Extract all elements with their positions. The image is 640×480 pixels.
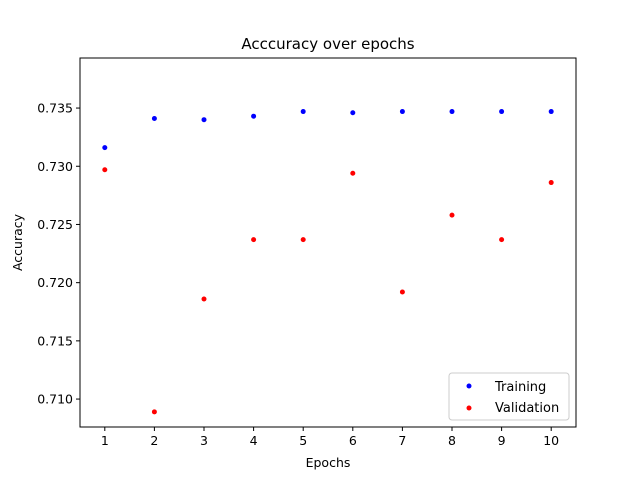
y-tick-label: 0.710 [37,392,73,407]
y-axis: 0.710 0.715 0.720 0.725 0.730 0.735 [37,101,80,407]
y-tick-label: 0.735 [37,101,73,116]
validation-point [151,409,157,415]
y-tick-label: 0.730 [37,159,73,174]
x-tick-label: 2 [150,433,158,448]
legend: Training Validation [448,372,570,421]
x-tick-label: 10 [543,433,559,448]
training-point [300,109,306,115]
x-axis-label: Epochs [306,455,351,470]
x-tick-label: 6 [349,433,357,448]
x-tick-label: 9 [498,433,506,448]
chart-title: Acccuracy over epochs [241,35,414,53]
y-tick-label: 0.720 [37,275,73,290]
x-tick-label: 7 [398,433,406,448]
validation-point [449,212,455,218]
x-axis: 1 2 3 4 5 6 7 8 9 10 [101,427,559,448]
x-tick-label: 3 [200,433,208,448]
validation-point [251,237,257,243]
training-point [350,110,356,116]
validation-point [548,180,554,186]
training-point [151,116,157,122]
y-tick-label: 0.715 [37,333,73,348]
training-point [201,117,207,123]
training-point [548,109,554,115]
plot-area [79,57,577,428]
x-tick-label: 5 [299,433,307,448]
y-tick-label: 0.725 [37,217,73,232]
validation-point [102,167,108,173]
x-tick-label: 4 [250,433,258,448]
data-points [102,109,554,415]
training-point [251,113,257,119]
training-point [399,109,405,115]
x-tick-label: 8 [448,433,456,448]
training-point [499,109,505,115]
validation-point [201,296,207,302]
training-point [102,145,108,151]
validation-point [300,237,306,243]
training-point [449,109,455,115]
validation-point [350,170,356,176]
legend-marker-validation [466,405,472,411]
x-tick-label: 1 [101,433,109,448]
legend-label-validation: Validation [495,401,559,416]
legend-box [448,372,570,421]
validation-point [399,289,405,295]
legend-label-training: Training [494,380,546,395]
y-axis-label: Accuracy [10,213,25,271]
validation-point [499,237,505,243]
legend-marker-training [466,383,472,389]
